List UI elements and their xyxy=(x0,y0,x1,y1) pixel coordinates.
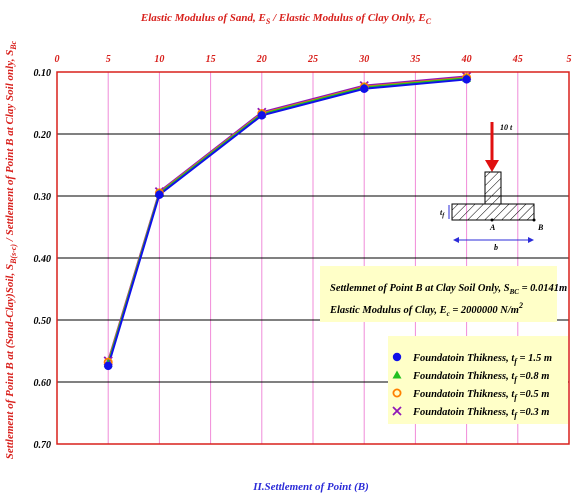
data-point-0 xyxy=(257,111,266,120)
data-point-0 xyxy=(104,361,113,371)
x-tick-label: 5 xyxy=(567,54,572,65)
width-label: b xyxy=(494,243,498,252)
y-tick-label: 0.30 xyxy=(34,192,52,203)
legend-marker xyxy=(392,370,402,379)
y-tick-label: 0.40 xyxy=(34,254,52,265)
x-tick-label: 40 xyxy=(461,54,472,65)
point-a-marker xyxy=(490,218,494,222)
footing xyxy=(451,203,535,221)
y-axis-label: Settlement of Point B at (Sand-Clay)Soil… xyxy=(4,40,18,459)
y-tick-label: 0.60 xyxy=(34,378,52,389)
y-tick-label: 0.10 xyxy=(34,68,52,79)
y-tick-label: 0.70 xyxy=(34,440,52,451)
legend-box xyxy=(388,336,568,424)
x-tick-labels: 0 5 10 15 20 25 30 35 40 45 5 xyxy=(55,54,572,65)
legend-marker xyxy=(392,388,402,398)
y-tick-label: 0.50 xyxy=(34,316,52,327)
data-point-0 xyxy=(360,84,369,93)
legend-label: Foundatoin Thikness, tf =0.3 m xyxy=(412,407,549,420)
data-series xyxy=(103,71,472,371)
legend-marker xyxy=(392,406,402,416)
foundation-sketch: 10 t tf A B b xyxy=(440,122,544,252)
width-arrow-left xyxy=(453,237,459,243)
load-arrowhead xyxy=(485,160,499,172)
point-b-label: B xyxy=(537,223,544,232)
x-tick-label: 10 xyxy=(154,54,164,65)
clay-info-note: Settlemnet of Point B at Clay Soil Only,… xyxy=(320,266,567,322)
legend-label: Foundatoin Thikness, tf =0.8 m xyxy=(412,371,549,384)
x-tick-label: 45 xyxy=(512,54,523,65)
clay-settlement-text: Settlemnet of Point B at Clay Soil Only,… xyxy=(330,283,567,296)
legend-label: Foundatoin Thikness, tf = 1.5 m xyxy=(412,353,552,366)
point-a-label: A xyxy=(489,223,496,232)
data-point-0 xyxy=(155,190,164,199)
clay-modulus-text: Elastic Modulus of Clay, Ec = 2000000 N/… xyxy=(329,301,523,318)
y-tick-labels: 0.10 0.20 0.30 0.40 0.50 0.60 0.70 xyxy=(34,68,52,451)
data-point-0 xyxy=(462,75,471,84)
x-tick-label: 5 xyxy=(106,54,111,65)
x-tick-label: 20 xyxy=(256,54,267,65)
legend-marker xyxy=(392,352,402,362)
point-b-marker xyxy=(532,218,536,222)
chart-caption: II.Settlement of Point (B) xyxy=(252,481,369,493)
chart-title: Elastic Modulus of Sand, ES / Elastic Mo… xyxy=(140,12,432,26)
x-tick-label: 30 xyxy=(358,54,369,65)
thickness-label: tf xyxy=(440,208,445,219)
series-line-0 xyxy=(107,78,467,367)
x-tick-label: 25 xyxy=(307,54,318,65)
x-tick-label: 35 xyxy=(409,54,420,65)
plot-frame xyxy=(56,71,570,445)
load-label: 10 t xyxy=(500,123,513,132)
width-arrow-right xyxy=(528,237,534,243)
column-pedestal xyxy=(484,171,502,205)
x-tick-label: 15 xyxy=(206,54,216,65)
legend: Foundatoin Thikness, tf = 1.5 m Foundatoi… xyxy=(388,336,568,424)
x-tick-label: 0 xyxy=(55,54,60,65)
y-tick-label: 0.20 xyxy=(34,130,52,141)
legend-label: Foundatoin Thikness, tf =0.5 m xyxy=(412,389,549,402)
